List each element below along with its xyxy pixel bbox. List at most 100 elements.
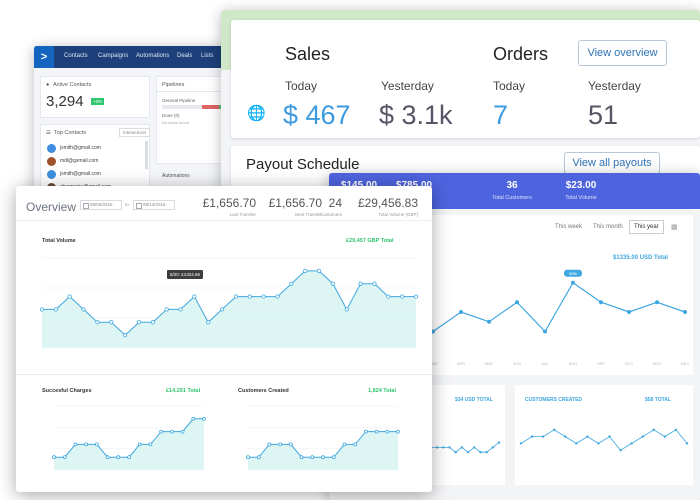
- data-point: [288, 442, 293, 447]
- avatar: [47, 170, 56, 179]
- data-point: [541, 435, 545, 438]
- data-point: [519, 442, 523, 445]
- kpi-next-transfer: £1,656.70 Next Transfer: [252, 196, 322, 217]
- list-item[interactable]: jsmith@gmail.com: [47, 143, 139, 155]
- data-point: [553, 428, 556, 431]
- kpi-value: 24: [328, 196, 342, 210]
- data-point: [431, 329, 435, 334]
- divider: [16, 374, 432, 375]
- data-point: [372, 281, 377, 286]
- data-point: [321, 455, 325, 460]
- data-point: [663, 435, 667, 438]
- total-volume-title: Total Volume: [42, 238, 76, 244]
- data-point: [150, 320, 155, 325]
- view-all-payouts-button[interactable]: View all payouts: [564, 152, 660, 174]
- list-item[interactable]: jsmith@gmail.com: [47, 169, 139, 181]
- nav-campaigns[interactable]: Campaigns: [98, 53, 129, 59]
- data-point: [485, 451, 488, 454]
- scrollbar[interactable]: [145, 141, 148, 169]
- data-point: [164, 307, 169, 312]
- area-fill: [248, 431, 398, 470]
- area-fill: [54, 418, 204, 470]
- total-volume-total: £29,457 GBP Total: [346, 238, 394, 244]
- customers-created-title: Customers Created: [238, 388, 289, 394]
- filter-this-month[interactable]: This month: [593, 224, 623, 230]
- calendar-icon[interactable]: ▦: [671, 224, 678, 231]
- sales-title: Sales: [285, 44, 331, 64]
- data-point: [543, 329, 547, 334]
- automations-label: Automations: [162, 173, 190, 179]
- data-point: [116, 455, 121, 460]
- x-tick-label: MAR: [429, 361, 438, 366]
- data-point: [267, 442, 272, 447]
- data-point: [386, 294, 391, 299]
- avatar: [47, 144, 56, 153]
- data-point: [52, 455, 56, 460]
- data-point: [275, 294, 280, 299]
- data-point: [192, 294, 197, 299]
- data-point: [310, 455, 315, 460]
- active-contacts-label: Active Contacts: [53, 82, 92, 88]
- sales-today-value: $ 467: [283, 100, 351, 130]
- data-point: [487, 319, 491, 324]
- successful-charges-chart: [52, 405, 206, 471]
- overview-card: Overview 08/06/2015 to 08/14/2015 £1,656…: [16, 186, 432, 492]
- view-overview-button[interactable]: View overview: [578, 40, 667, 66]
- data-point: [169, 429, 174, 434]
- revenue-chart-panel: This week This month This year ▦ $1335.0…: [425, 215, 693, 375]
- data-point: [564, 435, 567, 438]
- orders-today-label: Today: [493, 79, 526, 93]
- kpi-label: Total Volume (GBP): [378, 212, 418, 217]
- kpi-label: Customers: [320, 212, 342, 217]
- data-point: [353, 442, 358, 447]
- data-point: [575, 442, 578, 445]
- active-contacts-badge: +3%: [91, 98, 105, 105]
- kpi-value: £1,656.70: [268, 196, 322, 210]
- revenue-line-chart: MAR APR MAY JUN JUL AUG SEP OCT NOV DEC $456: [429, 269, 689, 366]
- nav-deals[interactable]: Deals: [177, 53, 193, 59]
- data-point: [178, 307, 183, 312]
- pipeline-bar-empty: [162, 105, 202, 109]
- globe-icon: 🌐: [247, 105, 266, 122]
- kpi-customers: 24 Customers: [312, 196, 342, 217]
- orders-today-value: 7: [493, 100, 509, 130]
- sub-panel-charges: $34 USD TOTAL: [425, 385, 505, 485]
- orders-yesterday-label: Yesterday: [588, 79, 641, 93]
- x-tick-label: MAY: [485, 361, 494, 366]
- date-to-field[interactable]: 08/14/2015: [133, 200, 175, 210]
- date-from-field[interactable]: 08/06/2015: [80, 200, 122, 210]
- data-point: [289, 281, 294, 286]
- page-title: Overview: [26, 200, 77, 214]
- nav-automations[interactable]: Automations: [136, 53, 170, 59]
- pipelines-label: Pipelines: [162, 82, 185, 88]
- data-point: [330, 281, 335, 286]
- nav-contacts[interactable]: Contacts: [64, 53, 88, 59]
- filter-this-year[interactable]: This year: [629, 220, 664, 234]
- customers-created-total: 1,824 Total: [368, 388, 397, 394]
- nav-lists[interactable]: Lists: [201, 53, 214, 59]
- data-point: [479, 451, 482, 454]
- list-item[interactable]: mdl@gsmail.com: [47, 156, 139, 168]
- chart-tooltip-text: $456: [569, 272, 577, 276]
- orders-title: Orders: [493, 44, 549, 64]
- data-point: [299, 455, 304, 460]
- data-point: [466, 451, 470, 454]
- data-point: [219, 307, 225, 312]
- data-point: [202, 416, 206, 421]
- series-line: [42, 270, 416, 336]
- pipeline-bar-red: [202, 105, 219, 109]
- data-point: [53, 307, 58, 312]
- pipeline-general[interactable]: General Pipeline: [162, 98, 196, 103]
- kpi-label: Next Transfer: [294, 212, 322, 217]
- total-volume-chart: [39, 257, 419, 349]
- crm-top-nav: > Contacts Campaigns Automations Deals L…: [34, 46, 234, 68]
- crm-logo-icon[interactable]: >: [34, 46, 54, 68]
- interactions-dropdown[interactable]: Interactions: [119, 128, 151, 137]
- area-fill: [42, 270, 416, 348]
- stat-value: $23.00: [565, 180, 597, 191]
- data-point: [655, 300, 659, 305]
- kpi-last-transfer: £1,656.70 Last Transfer: [186, 196, 256, 217]
- stat-value: $785.00: [379, 180, 449, 191]
- main-total: $1335.00 USD Total: [613, 255, 668, 261]
- filter-this-week[interactable]: This week: [555, 224, 583, 230]
